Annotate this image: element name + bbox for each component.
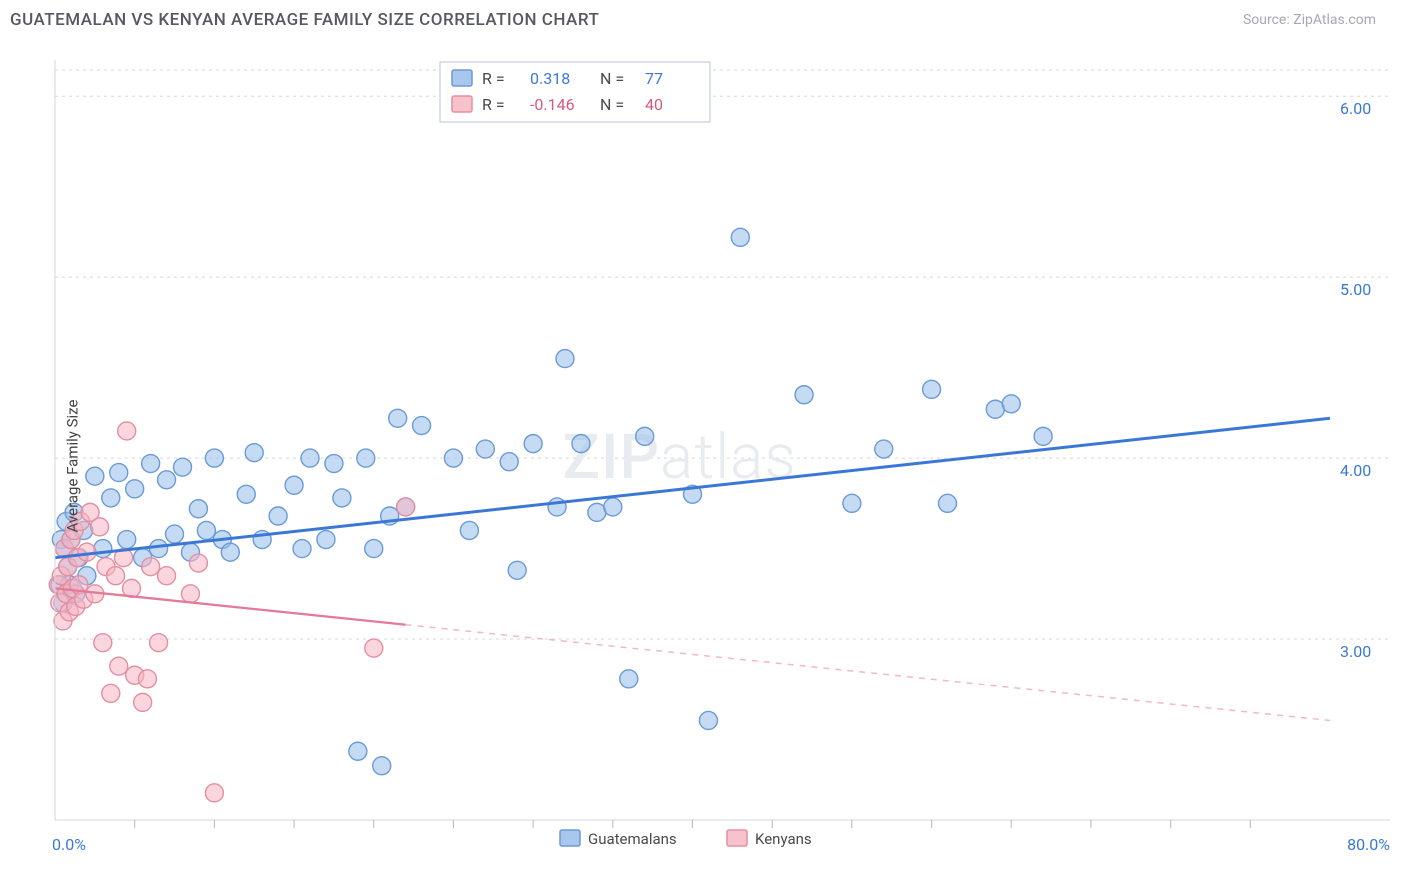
data-point [413,417,431,435]
legend-n-value: 40 [645,95,663,114]
chart-source: Source: ZipAtlas.com [1243,12,1376,28]
legend-n-value: 77 [645,69,663,88]
data-point [205,449,223,467]
data-point [86,467,104,485]
data-point [269,507,287,525]
data-point [508,561,526,579]
y-axis-label: Average Family Size [63,400,81,533]
data-point [142,558,160,576]
data-point [365,540,383,558]
bottom-legend-swatch [727,830,747,846]
x-end-label: 80.0% [1347,835,1390,854]
data-point [476,440,494,458]
data-point [1034,427,1052,445]
legend-swatch [452,70,472,86]
legend-r-label: R = [482,95,505,114]
data-point [118,422,136,440]
legend-n-label: N = [600,95,624,114]
data-point [939,494,957,512]
bottom-legend-label: Kenyans [755,830,812,848]
data-point [572,435,590,453]
data-point [245,444,263,462]
data-point [357,449,375,467]
trend-line-kenyans [55,588,406,624]
data-point [94,634,112,652]
data-point [285,476,303,494]
correlation-scatter-chart: 3.00 4.00 5.00 6.00 ZIPatlas 0.0% 80.0% R = 0.31… [0,40,1406,892]
data-point [205,784,223,802]
data-point [118,531,136,549]
data-point [365,639,383,657]
data-point [237,485,255,503]
data-point [102,489,120,507]
data-point [102,684,120,702]
data-point [325,455,343,473]
data-point [138,670,156,688]
y-tick-label: 6.00 [1340,99,1371,118]
data-point [142,455,160,473]
bottom-legend-label: Guatemalans [588,830,677,848]
data-point [91,518,109,536]
data-point [110,657,128,675]
data-point [373,757,391,775]
data-point [150,540,168,558]
legend-swatch [452,96,472,112]
y-tick-label: 3.00 [1340,642,1371,661]
data-point [556,350,574,368]
data-point [181,585,199,603]
y-tick-label: 4.00 [1340,461,1371,480]
data-point [126,480,144,498]
data-point [923,380,941,398]
data-point [389,409,407,427]
data-point [843,494,861,512]
data-point [174,458,192,476]
watermark: ZIPatlas [563,421,797,494]
data-point [875,440,893,458]
data-point [795,386,813,404]
data-point [94,540,112,558]
data-point [1002,395,1020,413]
y-tick-label: 5.00 [1340,280,1371,299]
legend-n-label: N = [600,69,624,88]
data-point [166,525,184,543]
data-point [444,449,462,467]
bottom-legend-swatch [560,830,580,846]
data-point [221,543,239,561]
data-point [150,634,168,652]
legend-r-label: R = [482,69,505,88]
legend-box [440,62,710,122]
data-point [731,228,749,246]
data-point [317,531,335,549]
data-point [397,498,415,516]
legend-r-value: 0.318 [530,69,570,88]
data-point [293,540,311,558]
data-point [460,521,478,539]
x-start-label: 0.0% [52,835,86,854]
data-point [158,471,176,489]
data-point [604,498,622,516]
data-point [301,449,319,467]
chart-title: GUATEMALAN VS KENYAN AVERAGE FAMILY SIZE… [10,10,599,30]
data-point [107,567,125,585]
data-point [189,554,207,572]
data-point [333,489,351,507]
legend-r-value: -0.146 [530,95,575,114]
data-point [197,521,215,539]
data-point [524,435,542,453]
data-point [500,453,518,471]
data-point [134,693,152,711]
data-point [636,427,654,445]
data-point [349,742,367,760]
data-point [620,670,638,688]
data-point [158,567,176,585]
data-point [110,464,128,482]
data-point [189,500,207,518]
data-point [699,711,717,729]
